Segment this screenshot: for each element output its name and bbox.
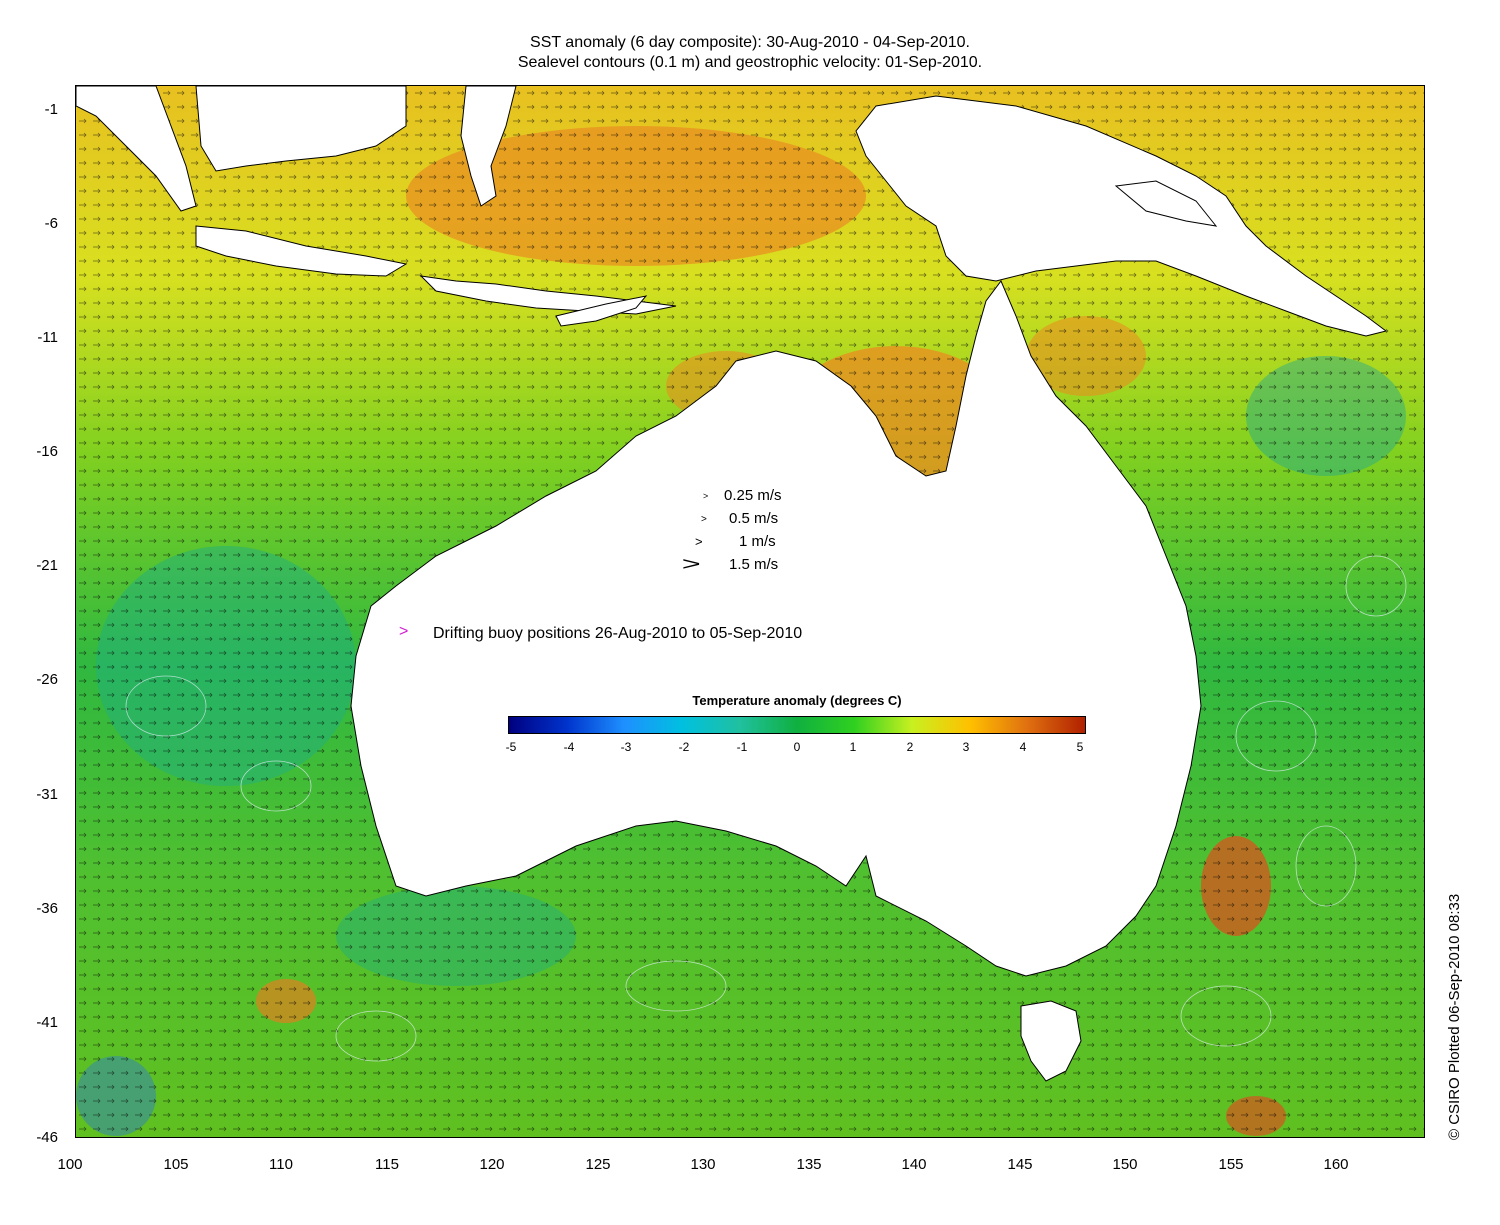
velocity-scale-arrow-icon: >: [703, 491, 709, 501]
temperature-colorbar: [508, 716, 1086, 734]
colorbar-tick-label: 2: [906, 740, 914, 754]
x-tick-label: 115: [375, 1156, 399, 1173]
land-borneo: [195, 86, 407, 172]
x-tick-label: 140: [901, 1156, 927, 1173]
colorbar-tick-label: -2: [678, 740, 690, 754]
x-tick-label: 150: [1112, 1156, 1138, 1173]
x-tick-label: 100: [57, 1156, 83, 1173]
y-tick-label: -16: [36, 443, 58, 460]
y-tick-label: -21: [36, 557, 58, 574]
velocity-scale-label: 1.5 m/s: [729, 556, 779, 573]
colorbar-tick-label: 5: [1076, 740, 1084, 754]
sealevel-contours: [125, 555, 1407, 1062]
y-tick-label: -31: [36, 786, 58, 803]
drifting-buoy-legend-label: Drifting buoy positions 26-Aug-2010 to 0…: [433, 625, 803, 642]
land-new-guinea: [855, 95, 1388, 337]
x-tick-label: 105: [163, 1156, 189, 1173]
velocity-scale-arrow-icon: >: [695, 534, 703, 549]
y-tick-label: -11: [37, 329, 58, 346]
land-java: [195, 225, 408, 277]
velocity-scale-label: 1 m/s: [739, 533, 776, 550]
x-tick-label: 125: [585, 1156, 611, 1173]
colorbar-tick-label: 0: [793, 740, 801, 754]
land-australia: [350, 280, 1202, 977]
y-tick-label: -6: [44, 215, 58, 232]
y-tick-label: -41: [36, 1014, 58, 1031]
colorbar-tick-label: -3: [620, 740, 632, 754]
colorbar-tick-label: -1: [736, 740, 748, 754]
velocity-scale-label: 0.5 m/s: [729, 510, 779, 527]
x-tick-label: 145: [1007, 1156, 1033, 1173]
map-title-line-1: SST anomaly (6 day composite): 30-Aug-20…: [530, 34, 970, 51]
land-sulawesi: [460, 86, 517, 207]
copyright-text: © CSIRO Plotted 06-Sep-2010 08:33: [1446, 893, 1463, 1140]
y-tick-label: -1: [44, 101, 58, 118]
colorbar-title: Temperature anomaly (degrees C): [692, 693, 902, 708]
x-tick-label: 135: [796, 1156, 822, 1173]
colorbar-tick-label: 3: [962, 740, 970, 754]
x-tick-label: 160: [1323, 1156, 1349, 1173]
y-tick-label: -26: [36, 671, 58, 688]
sst-anomaly-map: [75, 85, 1425, 1138]
map-canvas: [76, 86, 1424, 1137]
land-sumatra: [76, 86, 197, 212]
map-title-line-2: Sealevel contours (0.1 m) and geostrophi…: [517, 54, 983, 71]
land-tasmania: [1020, 1000, 1082, 1082]
x-tick-label: 155: [1218, 1156, 1244, 1173]
x-tick-label: 120: [479, 1156, 505, 1173]
land-timor: [555, 295, 648, 327]
x-tick-label: 110: [269, 1156, 293, 1173]
colorbar-tick-label: -5: [505, 740, 517, 754]
x-tick-label: 130: [690, 1156, 716, 1173]
velocity-scale-arrow-icon: >: [681, 554, 701, 574]
y-tick-label: -46: [36, 1129, 58, 1146]
drifting-buoy-marker-icon: >: [399, 623, 409, 640]
colorbar-tick-label: -4: [563, 740, 575, 754]
colorbar-tick-label: 1: [849, 740, 857, 754]
land-solomon-islands: [1114, 180, 1218, 227]
velocity-scale-arrow-icon: >: [701, 514, 707, 525]
colorbar-tick-label: 4: [1019, 740, 1027, 754]
y-tick-label: -36: [36, 900, 58, 917]
velocity-scale-label: 0.25 m/s: [724, 487, 782, 504]
